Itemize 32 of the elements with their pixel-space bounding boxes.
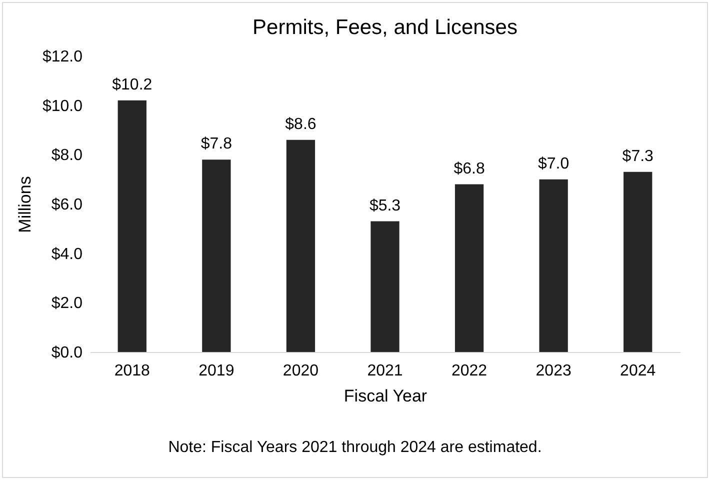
data-label: $6.8 — [454, 160, 485, 178]
y-tick-label: $6.0 — [51, 196, 83, 214]
x-tick-label: 2023 — [536, 362, 572, 380]
bar — [454, 184, 484, 352]
y-tick-label: $4.0 — [51, 246, 83, 263]
bar — [118, 100, 146, 352]
y-axis-title: Millions — [15, 176, 34, 233]
data-label: $7.0 — [538, 155, 570, 172]
chart-title: Permits, Fees, and Licenses — [252, 16, 518, 39]
x-tick-label: 2019 — [198, 362, 234, 380]
data-label: $7.3 — [622, 148, 654, 165]
y-tick-label: $12.0 — [42, 48, 83, 66]
data-label: $10.2 — [112, 76, 152, 94]
x-tick-label: 2020 — [282, 362, 319, 380]
y-tick-label: $0.0 — [51, 344, 83, 362]
x-tick-label: 2018 — [114, 362, 150, 380]
data-label: $7.8 — [200, 136, 232, 153]
bar — [370, 221, 400, 352]
y-tick-label: $8.0 — [51, 147, 83, 164]
x-tick-label: 2022 — [451, 362, 488, 380]
x-tick-label: 2024 — [620, 362, 656, 380]
bar — [286, 140, 316, 352]
x-axis-title: Fiscal Year — [344, 386, 428, 406]
text: Note: Fiscal Years 2021 through 2024 are estimated. — [167, 439, 543, 457]
y-tick-label: $2.0 — [51, 295, 83, 312]
data-label: $8.6 — [285, 116, 316, 133]
data-label: $5.3 — [369, 197, 401, 214]
bar — [539, 179, 568, 352]
y-tick-label: $10.0 — [42, 98, 83, 115]
bar — [202, 160, 231, 352]
bar — [624, 172, 652, 352]
x-tick-label: 2021 — [367, 362, 403, 380]
